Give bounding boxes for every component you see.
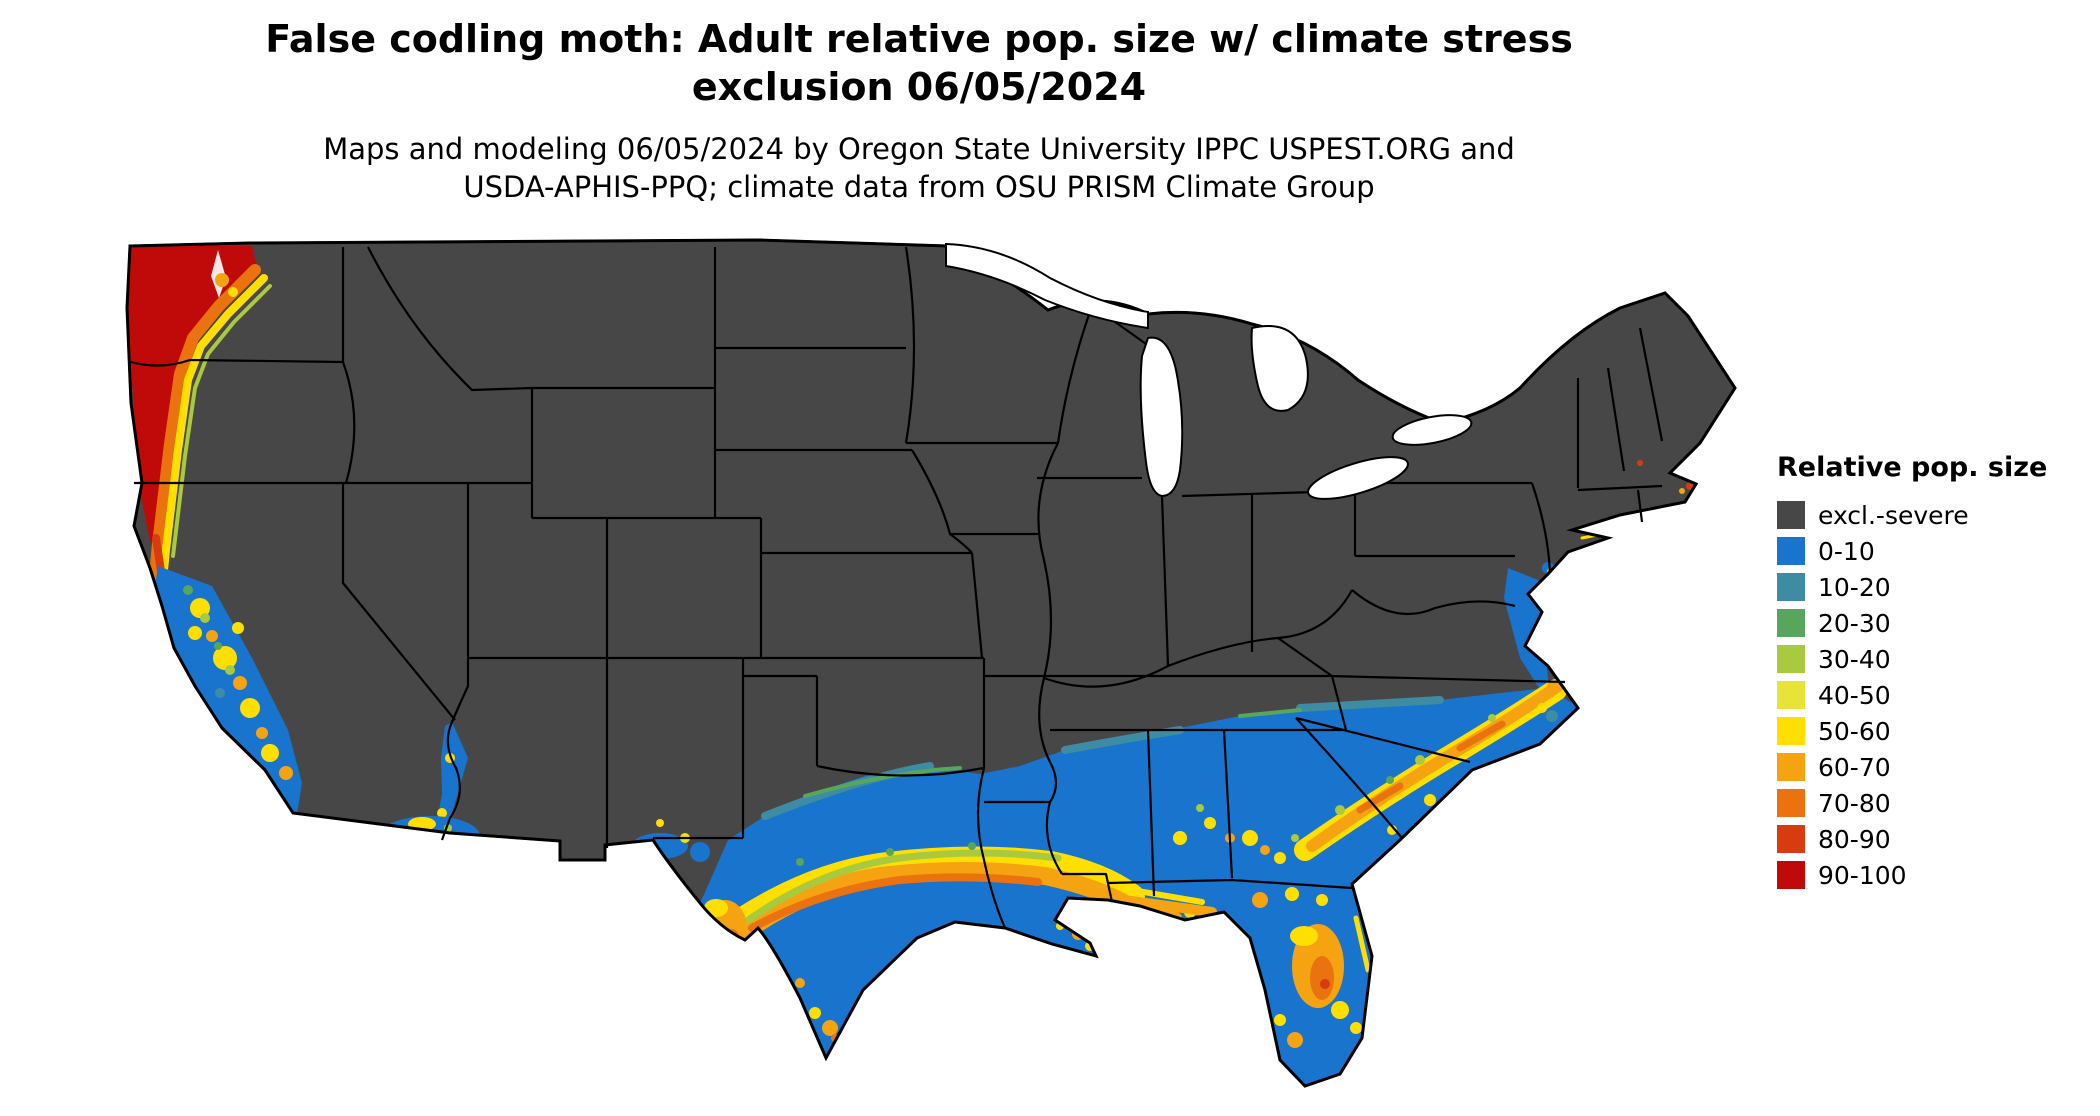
lake-michigan <box>1139 336 1184 498</box>
lake-erie <box>1307 456 1409 500</box>
legend-item: 60-70 <box>1777 749 2047 785</box>
legend-swatch <box>1777 717 1805 745</box>
legend-item: 70-80 <box>1777 785 2047 821</box>
legend-item: 0-10 <box>1777 533 2047 569</box>
legend-label: 90-100 <box>1818 860 1907 890</box>
legend-swatch <box>1777 861 1805 889</box>
map-subtitle: Maps and modeling 06/05/2024 by Oregon S… <box>0 131 1838 206</box>
legend-label: 80-90 <box>1818 824 1891 854</box>
legend-item: 30-40 <box>1777 641 2047 677</box>
legend-swatch <box>1777 681 1805 709</box>
us-outline <box>125 238 1737 1088</box>
legend-swatch <box>1777 537 1805 565</box>
legend-item: 50-60 <box>1777 713 2047 749</box>
legend-label: excl.-severe <box>1818 500 1969 530</box>
legend-swatch <box>1777 501 1805 529</box>
us-map <box>125 238 1737 1088</box>
great-lakes <box>945 242 1473 500</box>
legend-item: 90-100 <box>1777 857 2047 893</box>
lake-superior <box>945 242 1149 330</box>
map-subtitle-line2: USDA-APHIS-PPQ; climate data from OSU PR… <box>463 169 1375 204</box>
legend-swatch <box>1777 609 1805 637</box>
map-subtitle-line1: Maps and modeling 06/05/2024 by Oregon S… <box>323 132 1515 166</box>
legend-label: 70-80 <box>1818 788 1891 818</box>
legend-label: 50-60 <box>1818 716 1891 746</box>
lake-huron <box>1250 325 1309 412</box>
legend-label: 60-70 <box>1818 752 1891 782</box>
legend-title: Relative pop. size <box>1777 452 2048 483</box>
header: False codling moth: Adult relative pop. … <box>0 16 1838 206</box>
legend-item: 20-30 <box>1777 605 2047 641</box>
legend-swatch <box>1777 753 1805 781</box>
legend-item: 40-50 <box>1777 677 2047 713</box>
legend-swatch <box>1777 825 1805 853</box>
legend-label: 40-50 <box>1818 680 1891 710</box>
overlay-california <box>152 566 302 814</box>
lake-ontario <box>1391 414 1473 446</box>
legend: Relative pop. size excl.-severe 0-10 10-… <box>1777 452 2047 893</box>
map-title-line2: exclusion 06/05/2024 <box>691 64 1147 109</box>
legend-label: 10-20 <box>1818 572 1891 602</box>
legend-item: 80-90 <box>1777 821 2047 857</box>
legend-label: 30-40 <box>1818 644 1891 674</box>
legend-item: 10-20 <box>1777 569 2047 605</box>
legend-swatch <box>1777 645 1805 673</box>
overlay-colorado-river <box>434 722 468 838</box>
legend-swatch <box>1777 573 1805 601</box>
legend-label: 20-30 <box>1818 608 1891 638</box>
legend-swatch <box>1777 789 1805 817</box>
legend-item: excl.-severe <box>1777 497 2047 533</box>
legend-label: 0-10 <box>1818 536 1875 566</box>
state-borders <box>130 246 1664 929</box>
map-title-line1: False codling moth: Adult relative pop. … <box>265 17 1573 61</box>
overlay-florida <box>1119 887 1371 1055</box>
